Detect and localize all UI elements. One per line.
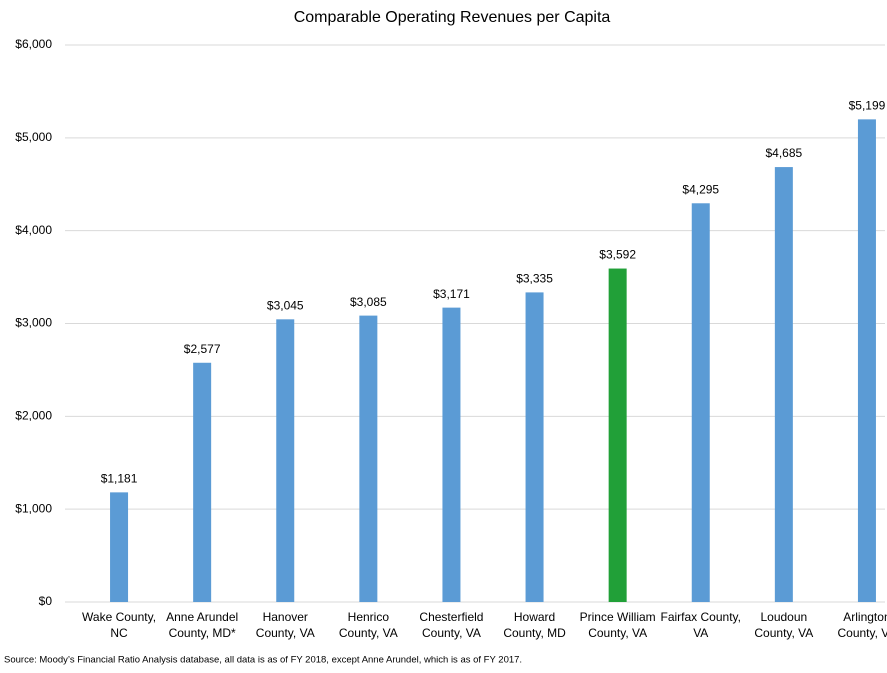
x-tick-label: County, MD* — [169, 626, 236, 640]
x-tick-label: County, VA — [256, 626, 315, 640]
value-label: $3,592 — [599, 248, 636, 262]
y-tick-label: $4,000 — [15, 223, 52, 237]
chart-title: Comparable Operating Revenues per Capita — [294, 9, 611, 26]
bar — [857, 119, 876, 602]
value-label: $5,199 — [849, 99, 886, 113]
x-tick-label: Prince William — [580, 610, 656, 624]
y-tick-label: $5,000 — [15, 130, 52, 144]
x-tick-label: County, VA — [339, 626, 398, 640]
y-tick-label: $0 — [39, 594, 53, 608]
source-note: Source: Moody’s Financial Ratio Analysis… — [4, 655, 522, 666]
x-tick-label: Loudoun — [760, 610, 807, 624]
x-tick-label: Wake County, — [82, 610, 156, 624]
bar — [110, 492, 129, 602]
x-tick-label: County, VA — [588, 626, 647, 640]
x-tick-label: Henrico — [348, 610, 390, 624]
bar — [442, 307, 461, 602]
x-tick-label: County, VA — [837, 626, 887, 640]
bar — [359, 315, 378, 602]
x-tick-label: Arlington — [843, 610, 887, 624]
value-label: $1,181 — [101, 472, 138, 486]
x-tick-label: Fairfax County, — [661, 610, 741, 624]
value-label: $4,685 — [765, 146, 802, 160]
y-tick-label: $1,000 — [15, 501, 52, 515]
x-tick-label: VA — [693, 626, 708, 640]
x-tick-label: County, VA — [422, 626, 481, 640]
x-tick-label: Chesterfield — [419, 610, 483, 624]
value-label: $2,577 — [184, 342, 221, 356]
x-tick-label: Hanover — [263, 610, 308, 624]
bar — [691, 203, 710, 603]
x-tick-label: County, VA — [754, 626, 813, 640]
x-tick-label: County, MD — [503, 626, 566, 640]
value-label: $3,171 — [433, 287, 470, 301]
y-tick-label: $2,000 — [15, 409, 52, 423]
value-label: $3,085 — [350, 295, 387, 309]
bar — [276, 319, 295, 602]
bar — [608, 268, 627, 602]
y-tick-label: $3,000 — [15, 316, 52, 330]
bar — [774, 167, 793, 602]
bar — [525, 292, 544, 602]
value-label: $3,045 — [267, 298, 304, 312]
x-tick-label: Anne Arundel — [166, 610, 238, 624]
x-tick-label: Howard — [514, 610, 555, 624]
value-label: $3,335 — [516, 272, 553, 286]
x-tick-label: NC — [110, 626, 128, 640]
value-label: $4,295 — [682, 182, 719, 196]
bar — [193, 362, 212, 602]
y-tick-label: $6,000 — [15, 37, 52, 51]
